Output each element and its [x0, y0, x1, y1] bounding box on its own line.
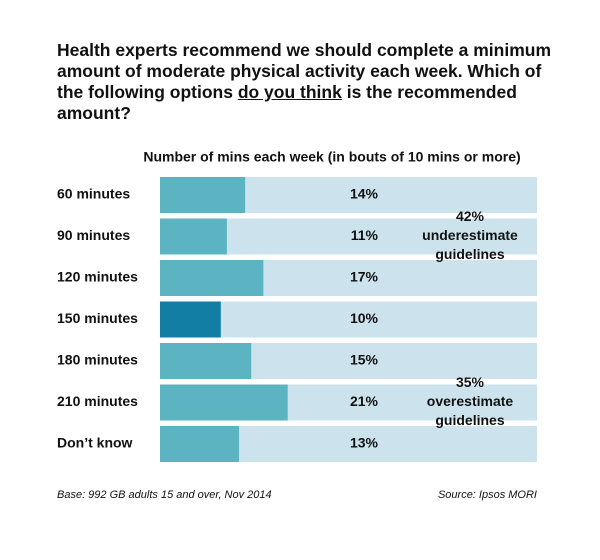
annotation: underestimate	[422, 227, 518, 243]
title-part: Health experts recommend we should compl…	[57, 40, 552, 102]
category-label: 60 minutes	[57, 186, 130, 202]
track	[160, 301, 537, 338]
category-label: 90 minutes	[57, 227, 130, 243]
value-label: 10%	[350, 310, 379, 326]
chart-title: Health experts recommend we should compl…	[57, 40, 557, 124]
bar	[160, 301, 221, 338]
subtitle: Number of mins each week (in bouts of 10…	[143, 149, 520, 165]
title-underlined: do you think	[237, 82, 342, 102]
title-part: is the recommended amount?	[57, 82, 517, 123]
annotation: guidelines	[435, 412, 504, 428]
bar	[160, 177, 246, 213]
category-label: Don’t know	[57, 435, 133, 451]
bar	[160, 260, 264, 296]
bar	[160, 426, 240, 462]
category-label: 120 minutes	[57, 269, 138, 285]
annotation: 35%	[456, 374, 485, 390]
bar	[160, 343, 252, 379]
value-label: 17%	[350, 269, 379, 285]
annotation: 42%	[456, 208, 485, 224]
value-label: 11%	[351, 227, 379, 243]
annotation: guidelines	[435, 246, 504, 262]
value-label: 13%	[350, 435, 379, 451]
value-label: 15%	[350, 352, 379, 368]
category-label: 180 minutes	[57, 352, 138, 368]
source: Source: Ipsos MORI	[438, 489, 537, 501]
annotation: overestimate	[427, 393, 514, 409]
bar	[160, 218, 227, 255]
footnote: Base: 992 GB adults 15 and over, Nov 201…	[57, 489, 272, 501]
value-label: 21%	[350, 393, 379, 409]
category-label: 210 minutes	[57, 393, 138, 409]
category-label: 150 minutes	[57, 310, 138, 326]
bar	[160, 384, 288, 421]
value-label: 14%	[350, 186, 379, 202]
